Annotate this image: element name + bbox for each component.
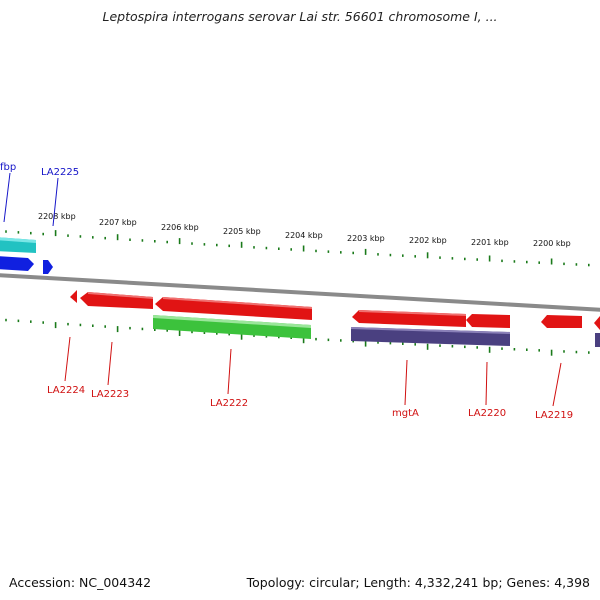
gene-label-mgta[interactable]: mgtA [392, 408, 419, 419]
scale-label-2206: 2206 kbp [161, 223, 199, 232]
la2225-leader [52, 177, 59, 227]
la2222-leader [227, 348, 232, 395]
gene-label-la2223[interactable]: LA2223 [91, 389, 129, 400]
gene-edge-red-feature[interactable] [594, 316, 600, 330]
scale-label-2208: 2208 kbp [38, 212, 76, 221]
gene-fbp-neighbor-feature[interactable] [0, 256, 34, 271]
gene-edge-purple-feature[interactable] [595, 333, 600, 347]
upper-tick-track [5, 230, 590, 267]
lower-tick-track [5, 318, 590, 356]
fbp-leader [3, 172, 11, 223]
scale-label-2207: 2207 kbp [99, 218, 137, 227]
scale-label-2203: 2203 kbp [347, 234, 385, 243]
scale-label-2201: 2201 kbp [471, 238, 509, 247]
gene-la2225-feature[interactable] [43, 260, 53, 274]
scale-label-2200: 2200 kbp [533, 239, 571, 248]
gene-la2220-red-feature[interactable] [466, 314, 510, 328]
scale-label-2202: 2202 kbp [409, 236, 447, 245]
gene-label-fbp[interactable]: fbp [0, 162, 16, 173]
gene-la2222-red-feature[interactable] [155, 297, 312, 320]
gene-label-la2222[interactable]: LA2222 [210, 398, 248, 409]
mgta-leader [404, 359, 408, 406]
scale-label-2205: 2205 kbp [223, 227, 261, 236]
accession-text: Accession: NC_004342 [9, 575, 152, 590]
la2223-leader [107, 341, 113, 386]
gene-label-la2224[interactable]: LA2224 [47, 385, 85, 396]
la2220-leader [485, 361, 488, 406]
gene-label-la2225[interactable]: LA2225 [41, 167, 79, 178]
gene-la2222-green-feature[interactable] [153, 315, 311, 339]
chromosome-backbone [0, 273, 600, 312]
gene-la2219-feature[interactable] [541, 315, 582, 328]
gene-la2224-feature[interactable] [70, 290, 77, 303]
genome-summary-text: Topology: circular; Length: 4,332,241 bp… [246, 575, 590, 590]
la2224-leader [64, 336, 71, 382]
map-title: Leptospira interrogans serovar Lai str. … [102, 9, 498, 24]
la2219-leader [552, 362, 562, 407]
gene-label-la2219[interactable]: LA2219 [535, 410, 573, 421]
scale-label-2204: 2204 kbp [285, 231, 323, 240]
gene-label-la2220[interactable]: LA2220 [468, 408, 506, 419]
